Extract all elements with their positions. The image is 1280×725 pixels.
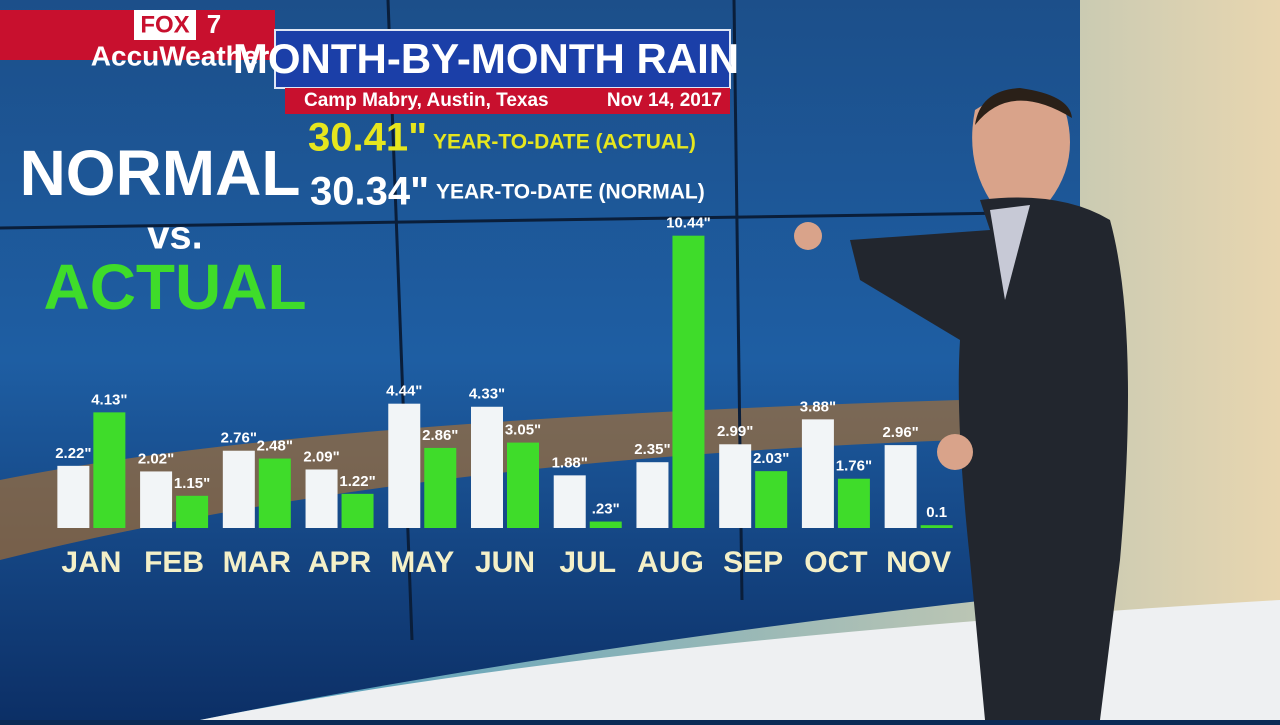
value-label: 4.33" xyxy=(469,386,505,403)
bar xyxy=(920,525,953,528)
value-label: 4.13" xyxy=(91,391,127,408)
x-tick-label: OCT xyxy=(804,546,867,579)
hair xyxy=(975,88,1072,125)
bar xyxy=(884,445,917,528)
suit xyxy=(850,197,1128,720)
value-label: 2.48" xyxy=(257,438,293,455)
legend-normal: NORMAL xyxy=(20,137,301,209)
network-logo: FOX xyxy=(140,11,189,38)
brand-logo: AccuWeather xyxy=(91,40,270,71)
x-tick-label: APR xyxy=(308,546,372,579)
x-tick-label: FEB xyxy=(144,546,204,579)
bar xyxy=(388,403,421,528)
value-label: 0.1 xyxy=(926,504,947,521)
hand xyxy=(794,222,822,250)
value-label: .23" xyxy=(592,501,620,518)
value-label: 1.15" xyxy=(174,475,210,492)
value-label: 2.76" xyxy=(221,430,257,447)
channel-logo: 7 xyxy=(207,9,221,39)
subtitle: Camp Mabry, Austin, Texas xyxy=(304,90,549,111)
bar xyxy=(424,447,457,528)
presenter xyxy=(794,88,1128,720)
ytd-actual-value: 30.41" xyxy=(308,116,427,160)
shirt xyxy=(990,205,1030,300)
bar xyxy=(341,493,374,528)
x-tick-label: NOV xyxy=(886,546,951,579)
logo-box xyxy=(134,10,196,40)
value-label: 10.44" xyxy=(666,215,711,232)
value-label: 1.88" xyxy=(552,454,588,471)
value-label: 3.05" xyxy=(505,422,541,439)
bar xyxy=(471,406,503,528)
value-label: 2.03" xyxy=(753,450,789,467)
value-label: 2.99" xyxy=(717,423,753,440)
value-label: 4.44" xyxy=(386,383,422,400)
x-tick-label: MAR xyxy=(223,546,292,579)
value-label: 1.22" xyxy=(339,473,375,490)
subtitle-bar xyxy=(285,88,730,114)
value-label: 2.86" xyxy=(422,427,458,444)
bar xyxy=(719,444,752,528)
video-wall xyxy=(0,0,1080,720)
chart-title: MONTH-BY-MONTH RAIN xyxy=(233,35,739,82)
value-label: 2.02" xyxy=(138,450,174,467)
value-label: 2.09" xyxy=(303,448,339,465)
bars: JAN 2.22" 4.13" FEB 2.02"1.15" MAR 2.76" 2.48" A… xyxy=(55,215,953,579)
hand xyxy=(937,434,973,470)
bar xyxy=(755,471,788,528)
value-label: 2.96" xyxy=(882,424,918,441)
title-bar xyxy=(274,29,731,89)
bar xyxy=(222,450,255,528)
x-tick-label: AUG xyxy=(637,546,704,579)
x-tick-label: JUL xyxy=(559,546,616,579)
bar xyxy=(553,475,586,528)
x-tick-label: JAN xyxy=(61,546,121,579)
panel-seam xyxy=(0,210,1081,230)
value-label: 1.76" xyxy=(836,458,872,475)
bar xyxy=(589,521,622,528)
bar xyxy=(93,412,126,528)
bar xyxy=(672,235,705,528)
x-tick-label: MAY xyxy=(390,546,454,579)
wall-swoosh xyxy=(0,400,960,560)
bar xyxy=(57,465,90,528)
value-label: 2.22" xyxy=(55,445,91,462)
bar xyxy=(140,471,173,528)
value-label: 2.35" xyxy=(634,441,670,458)
ytd-normal-value: 30.34" xyxy=(310,170,429,214)
bar xyxy=(258,458,291,528)
bar xyxy=(305,469,338,528)
bar xyxy=(837,478,870,528)
x-tick-label: JUN xyxy=(475,546,535,579)
bar xyxy=(507,442,539,528)
x-tick-label: SEP xyxy=(723,546,783,579)
ytd-actual-label: YEAR-TO-DATE (ACTUAL) xyxy=(433,131,696,154)
bar xyxy=(176,495,209,528)
value-label: 3.88" xyxy=(800,398,836,415)
head xyxy=(972,95,1070,200)
bar xyxy=(636,462,669,528)
bar xyxy=(801,419,834,528)
date: Nov 14, 2017 xyxy=(607,90,722,111)
legend-vs: vs. xyxy=(147,214,203,258)
legend-actual: ACTUAL xyxy=(43,251,306,323)
ytd-normal-label: YEAR-TO-DATE (NORMAL) xyxy=(436,181,705,204)
